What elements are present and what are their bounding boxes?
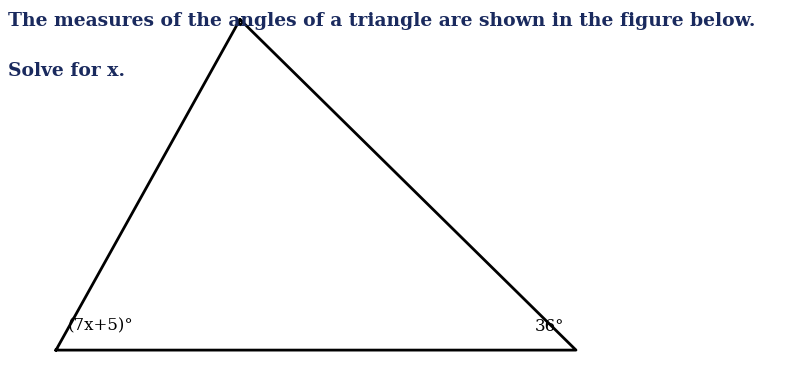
- Text: (7x+5)°: (7x+5)°: [68, 317, 134, 335]
- Text: Solve for x.: Solve for x.: [8, 62, 125, 80]
- Text: 36°: 36°: [534, 317, 564, 335]
- Text: The measures of the angles of a triangle are shown in the figure below.: The measures of the angles of a triangle…: [8, 12, 755, 30]
